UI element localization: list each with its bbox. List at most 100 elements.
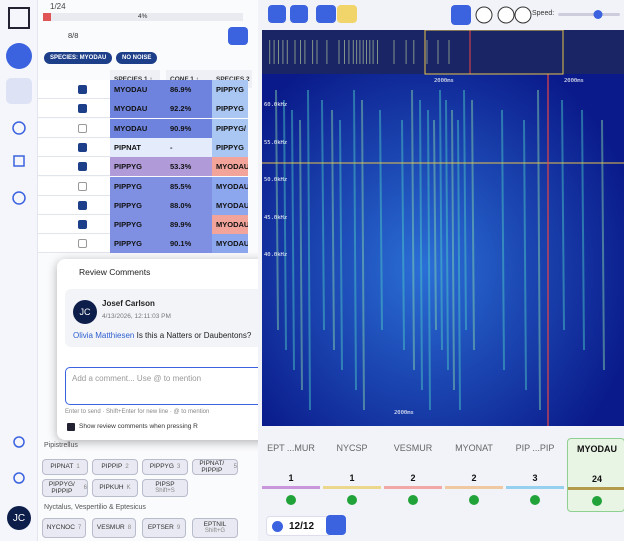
button-key: Shift+S	[155, 488, 175, 495]
table-row[interactable]: MYODAU 86.9% PIPPYG	[38, 80, 248, 99]
marker-button[interactable]	[337, 5, 357, 23]
button-content: PIPKUH K	[99, 484, 130, 491]
freq-label: 50.0kHz	[264, 177, 288, 183]
species-button[interactable]: EPTNIL Shift+G	[192, 518, 238, 538]
species-button[interactable]: PIPNAT/ PIPPIP 5	[192, 459, 238, 475]
species-button[interactable]: EPTSER 9	[142, 518, 186, 538]
call-streak	[537, 89, 541, 411]
button-content: VESMUR 8	[97, 524, 131, 531]
species-button[interactable]: PIPSP Shift+S	[142, 479, 188, 497]
button-key: 5	[233, 463, 237, 470]
row-checkbox[interactable]	[78, 85, 87, 94]
calls	[269, 40, 605, 411]
table-row[interactable]: PIPPYG 88.0% MYODAU	[38, 195, 248, 215]
row-checkbox[interactable]	[78, 104, 87, 114]
species-button[interactable]: NYCNOC 7	[42, 518, 86, 538]
chart-button[interactable]	[326, 515, 346, 535]
time-label: 2000ms	[434, 78, 454, 84]
species-button[interactable]: VESMUR 8	[92, 518, 136, 538]
table-row[interactable]: PIPPYG 89.9% MYODAU	[38, 215, 248, 235]
table-row[interactable]: MYODAU 92.2% PIPPYG	[38, 99, 248, 119]
species-button[interactable]: PIPPIP 2	[92, 459, 138, 475]
upload-icon[interactable]	[6, 43, 32, 69]
comment-body: Olivia Matthiesen Is this a Natters or D…	[73, 331, 251, 340]
call-streak	[299, 119, 303, 391]
species-card[interactable]: NYCSP 1	[323, 438, 381, 512]
row-checkbox[interactable]	[78, 123, 87, 133]
filter-chip[interactable]: SPECIES: MYODAU	[44, 52, 113, 64]
call-streak	[411, 89, 415, 371]
overview-window	[424, 30, 564, 75]
call-streak	[321, 99, 325, 331]
add-user-icon[interactable]	[13, 436, 25, 448]
species-card[interactable]: MYONAT 2	[445, 438, 503, 512]
comment-text: Is this a Natters or Daubentons?	[136, 331, 252, 340]
species-card[interactable]: EPT ...MUR 1	[262, 438, 320, 512]
table-row[interactable]: PIPPYG 53.3% MYODAU	[38, 157, 248, 177]
mention[interactable]: Olivia Matthiesen	[73, 331, 135, 340]
row-checkbox[interactable]	[78, 142, 87, 152]
user-avatar[interactable]: JC	[7, 506, 31, 530]
species2-cell: PIPPYG/	[212, 118, 248, 138]
species-card[interactable]: VESMUR 2	[384, 438, 442, 512]
speed-slider[interactable]	[558, 13, 620, 16]
conf1-cell: 86.9%	[166, 80, 212, 99]
check-icon[interactable]	[12, 191, 26, 205]
group-title: Nyctalus, Vespertilio & Eptesicus	[44, 504, 146, 511]
card-bar	[445, 486, 503, 489]
row-checkbox[interactable]	[78, 239, 87, 249]
species-card[interactable]: PIP ...PIP 3	[506, 438, 564, 512]
row-checkbox[interactable]	[78, 162, 87, 172]
species2-cell: MYODAU	[212, 215, 248, 235]
stop-button[interactable]	[514, 6, 532, 24]
globe-icon[interactable]	[12, 121, 26, 135]
speed-thumb[interactable]	[593, 10, 603, 19]
species-button[interactable]: PIPNAT 1	[42, 459, 88, 475]
play-button[interactable]	[497, 6, 515, 24]
spectrogram	[262, 30, 624, 426]
species-card[interactable]: MYODAU 24	[567, 438, 624, 512]
button-key: K	[126, 484, 131, 491]
table-row[interactable]: PIPPYG 90.1% MYODAU	[38, 234, 248, 254]
row-checkbox[interactable]	[78, 220, 87, 230]
zoom-button[interactable]	[268, 5, 286, 23]
species-button[interactable]: PIPKUH K	[92, 479, 138, 497]
help-icon[interactable]	[13, 472, 25, 484]
filter-count[interactable]: 8/8	[68, 31, 79, 40]
comment-input[interactable]: Add a comment... Use @ to mention	[65, 367, 263, 405]
row-checkbox[interactable]	[78, 200, 87, 210]
freq-label: 60.0kHz	[264, 102, 288, 108]
button-label: PIPKUH	[99, 484, 124, 492]
card-count: 24	[591, 474, 602, 484]
headphones-button[interactable]	[451, 5, 471, 25]
button-label: EPTNIL	[203, 521, 227, 529]
h-button[interactable]	[475, 6, 493, 24]
button-content: PIPPYG/ PIPPIP 6	[43, 481, 87, 495]
comment: JC Josef Carlson 4/13/2026, 12:11:03 PM …	[65, 289, 287, 347]
card-check	[592, 496, 602, 506]
species2-cell: PIPPYG	[212, 80, 248, 99]
card-label: EPT ...MUR	[267, 443, 315, 453]
stats-icon[interactable]	[13, 155, 25, 167]
sort-button[interactable]	[228, 27, 248, 45]
species-button[interactable]: PIPPYG 3	[142, 459, 188, 475]
button-key: 9	[176, 524, 181, 531]
table-row[interactable]: PIPPYG 85.5% MYODAU	[38, 176, 248, 196]
button-label: PIPPIP	[101, 463, 123, 471]
call-streak	[307, 89, 311, 411]
button-content: PIPNAT 1	[50, 463, 79, 470]
conf1-cell: 90.1%	[166, 234, 212, 254]
select-button[interactable]	[290, 5, 308, 23]
checkbox[interactable]	[67, 423, 75, 431]
table-row[interactable]: PIPNAT - PIPPYG	[38, 137, 248, 157]
species-button[interactable]: PIPPYG/ PIPPIP 6	[42, 479, 88, 497]
filter-chip[interactable]: NO NOISE	[116, 52, 158, 64]
card-label: MYONAT	[455, 443, 493, 453]
audio-icon[interactable]	[6, 78, 32, 104]
table-row[interactable]: MYODAU 90.9% PIPPYG/	[38, 118, 248, 138]
call-streak	[471, 99, 475, 351]
selection-box[interactable]: 12/12	[266, 516, 332, 536]
call-streak	[379, 109, 383, 331]
line-button[interactable]	[316, 5, 336, 23]
row-checkbox[interactable]	[78, 181, 87, 191]
